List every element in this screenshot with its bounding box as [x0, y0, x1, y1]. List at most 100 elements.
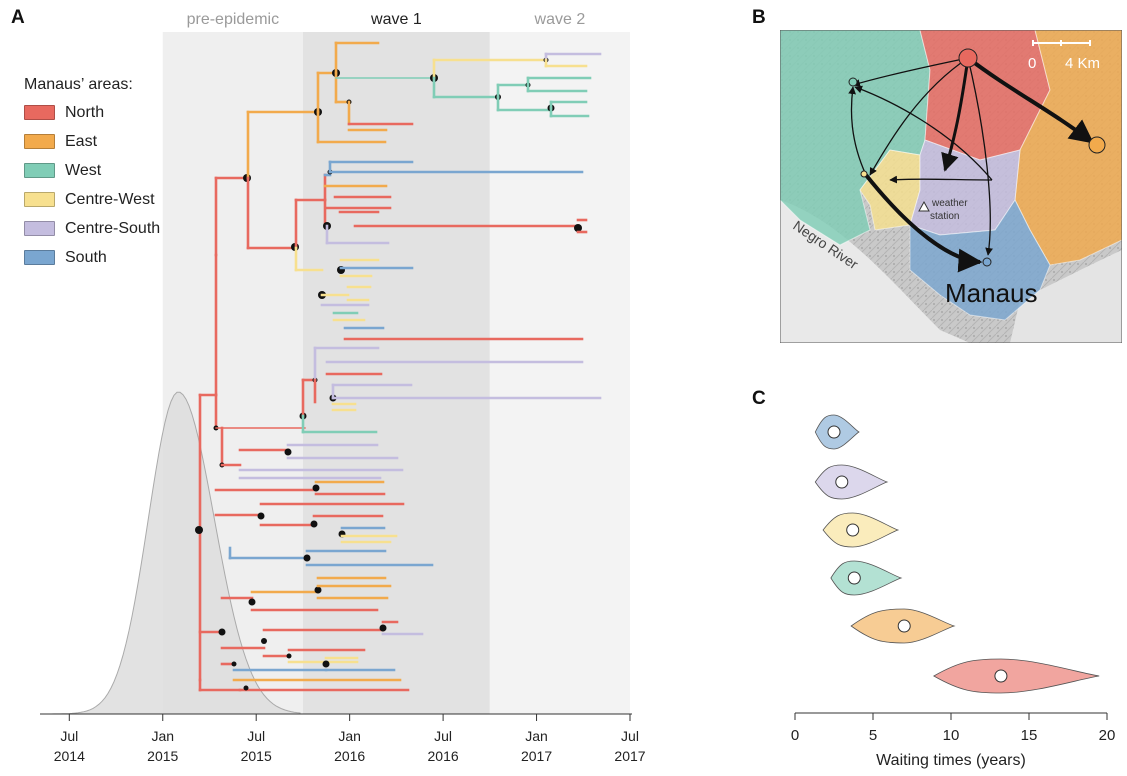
time-axis-tick-month: Jul [434, 728, 452, 744]
legend-title: Manaus’ areas: [24, 76, 133, 93]
violin-median-point [835, 475, 849, 489]
legend-label: East [65, 132, 98, 150]
violin-north [933, 658, 1100, 694]
tree-node [322, 660, 330, 668]
weather-station-label-1: weather [931, 198, 968, 209]
legend-label: South [65, 248, 107, 266]
time-axis-tick-year: 2017 [521, 748, 552, 764]
point-south [982, 257, 992, 267]
violins [814, 414, 1100, 694]
period-label: pre-epidemic [187, 11, 279, 28]
legend-item: West [24, 156, 160, 185]
legend-swatch [24, 105, 55, 120]
time-axis-tick-month: Jul [247, 728, 265, 744]
point-north [958, 48, 978, 68]
period-backgrounds: pre-epidemic wave 1 wave 2 [162, 11, 630, 714]
arrow-north-east [966, 56, 1094, 144]
violin-west [830, 560, 903, 596]
tree-node [257, 512, 265, 520]
arrow-centrewest-south [864, 173, 983, 273]
violin-centre-west [822, 512, 900, 548]
time-axis-tick-year: 2017 [614, 748, 645, 764]
period-label: wave 1 [370, 11, 422, 28]
arrow-centresouth-centrewest [889, 175, 993, 184]
waiting-times-axis: 0 5 10 15 20 [791, 712, 1116, 744]
violin-median-point [897, 619, 911, 633]
period-label: wave 2 [534, 11, 586, 28]
tree-node [218, 628, 226, 636]
violin-median-point [847, 571, 861, 585]
phylogenetic-tree [195, 41, 602, 692]
panel-label-a: A [11, 7, 25, 28]
tree-node [284, 448, 292, 456]
legend-swatch [24, 134, 55, 149]
period-band [489, 32, 630, 714]
time-axis-tick-month: Jul [621, 728, 639, 744]
legend-swatch [24, 163, 55, 178]
tree-node [261, 638, 267, 644]
time-axis-tick-month: Jul [60, 728, 78, 744]
legend-swatch [24, 221, 55, 236]
violin-median-point [827, 425, 841, 439]
legend-label: North [65, 103, 105, 121]
violin-median-point [994, 669, 1008, 683]
point-centre-west [860, 170, 868, 178]
time-axis-tick-month: Jan [338, 728, 361, 744]
scale-end-label: 4 Km [1065, 55, 1100, 72]
tree-node [286, 653, 292, 659]
legend-label: Centre-South [65, 219, 161, 237]
phylogeny-panel: pre-epidemic wave 1 wave 2 Jul2014Jan2015J… [40, 11, 646, 764]
point-east [1088, 136, 1106, 154]
time-axis-tick-year: 2015 [241, 748, 272, 764]
legend-item: Centre-South [24, 214, 160, 243]
area-legend: Manaus’ areas: North East West Centre-West C… [24, 76, 160, 272]
time-axis-tick-year: 2015 [147, 748, 178, 764]
map-scale-bar: 0 4 Km [1028, 40, 1100, 72]
arrow-north-west [852, 57, 969, 87]
x-axis-title: Waiting times (years) [876, 752, 1026, 769]
tree-node [231, 661, 237, 667]
tree-node [243, 685, 249, 691]
panel-label-c: C [752, 388, 766, 409]
tree-node [195, 526, 203, 534]
legend-swatch [24, 192, 55, 207]
arrow-north-centrewest-2 [869, 57, 969, 176]
panel-label-b: B [752, 7, 766, 28]
legend-label: Centre-West [65, 190, 155, 208]
root-age-density-curve [48, 391, 301, 715]
arrow-centresouth-west [854, 85, 993, 181]
root-age-density [48, 391, 301, 715]
migration-arrows [848, 56, 1094, 273]
time-axis-tick-month: Jan [525, 728, 548, 744]
city-label: Manaus [945, 278, 1038, 308]
violin-axis-tick-label: 5 [869, 727, 877, 744]
arrow-north-centrewest [941, 57, 970, 172]
violin-axis-tick-label: 15 [1021, 727, 1038, 744]
point-west [848, 77, 858, 87]
legend-item: South [24, 243, 160, 272]
tree-node [379, 624, 387, 632]
time-axis-tick-year: 2016 [428, 748, 459, 764]
legend-item: East [24, 127, 160, 156]
legend-item: Centre-West [24, 185, 160, 214]
tree-node [248, 598, 256, 606]
waiting-times-violin-chart: 0 5 10 15 20 Waiting times (years) [791, 414, 1116, 769]
weather-station-label-2: station [930, 211, 959, 222]
legend-label: West [65, 161, 102, 179]
time-axis-tick-year: 2016 [334, 748, 365, 764]
time-axis-tick-month: Jan [151, 728, 174, 744]
manaus-map: 0 4 Km weather station Negro River Manau… [780, 30, 1122, 343]
arrow-centrewest-west [848, 86, 867, 176]
violin-axis-tick-label: 20 [1099, 727, 1116, 744]
tree-node [312, 484, 320, 492]
arrow-north-south [967, 57, 993, 256]
scale-zero-label: 0 [1028, 55, 1036, 72]
river-bank [1010, 250, 1122, 343]
tree-node [314, 586, 322, 594]
time-axis-tick-year: 2014 [54, 748, 85, 764]
time-axis: Jul 2014 Jan 2015 Jul 2015 Jan 2016 Jul 2016 Jan 20… [40, 713, 646, 764]
violin-centre-south [814, 464, 889, 500]
weather-station-icon [918, 200, 930, 212]
tree-node [310, 520, 318, 528]
legend-swatch [24, 250, 55, 265]
